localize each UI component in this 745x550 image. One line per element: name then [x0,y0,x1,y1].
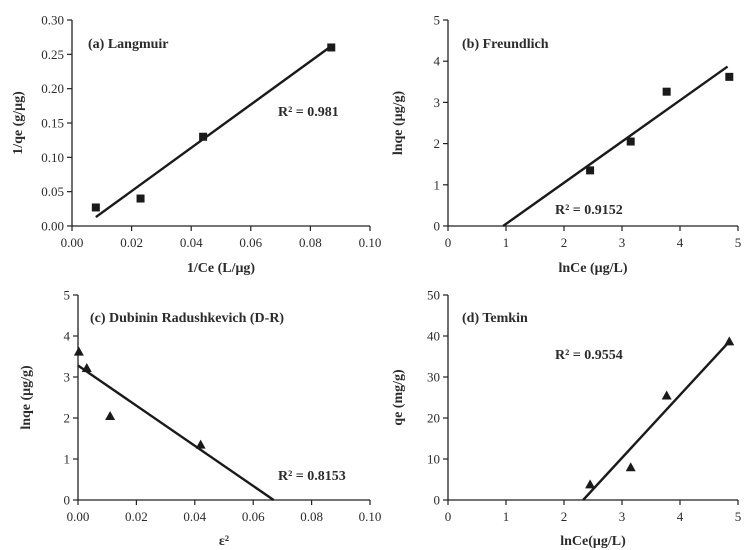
y-tick-label: 2 [64,411,71,426]
y-tick-label: 0 [434,219,441,234]
chart-title: (a) Langmuir [88,37,169,52]
chart-panel-3: 0 1 2 3 4 5 0.00 0.02 0.04 0.06 0.08 0.10 lnqe (μg/g… [19,288,381,550]
chart-title: (b) Freundlich [462,37,549,52]
data-point-square [662,87,671,96]
x-tick-label: 2 [561,509,568,524]
x-tick-label: 0.00 [67,509,90,524]
x-axis-label: lnCe(μg/L) [560,534,626,549]
y-tick-label: 10 [427,452,440,467]
y-tick-label: 5 [64,288,71,303]
y-tick-label: 20 [427,411,440,426]
x-tick-label: 0.02 [120,235,143,250]
y-axis-label: 1/qe (g/μg) [11,91,26,155]
y-tick-label: 0.30 [41,13,64,28]
x-tick-label: 0.10 [359,235,382,250]
y-tick-label: 0.15 [41,116,64,131]
x-tick-label: 0 [445,235,452,250]
x-tick-label: 5 [735,509,742,524]
data-point-square [586,166,595,175]
x-tick-label: 0.06 [239,235,262,250]
r-squared-annotation: R² = 0.9554 [555,348,623,363]
data-point-triangle [195,439,206,449]
r-squared-annotation: R² = 0.8153 [278,469,346,484]
data-point-square [327,43,336,52]
chart-panel-1: 0.00 0.05 0.10 0.15 0.20 0.25 0.30 0.00 0.02 0.04… [11,13,381,277]
data-point-square [136,194,145,203]
chart-title: (c) Dubinin Radushkevich (D-R) [90,311,284,326]
data-point-triangle [81,362,92,372]
x-tick-label: 3 [619,509,626,524]
fit-line [582,341,730,501]
x-tick-label: 4 [677,235,684,250]
x-axis-label: 1/Ce (L/μg) [187,261,256,276]
y-tick-label: 0 [64,493,71,508]
data-point-square [725,72,734,81]
y-tick-label: 50 [427,288,440,303]
data-point-triangle [585,479,596,489]
chart-panel-4: 0 10 20 30 40 50 0 1 2 3 4 5 qe (mg/g) lnCe(μg/L) (d) … [391,288,741,550]
data-point-triangle [73,346,84,356]
x-tick-label: 4 [677,509,684,524]
y-tick-label: 0.10 [41,150,64,165]
y-tick-label: 5 [434,13,441,28]
x-tick-label: 0.02 [125,509,148,524]
x-tick-label: 2 [561,235,568,250]
chart-panel-2: 0 1 2 3 4 5 0 1 2 3 4 5 lnqe (μg/g) lnCe (μg/L) (b) Fr… [391,13,741,277]
data-point-triangle [625,462,636,472]
y-tick-label: 40 [427,329,440,344]
x-tick-label: 0.06 [242,509,265,524]
data-point-triangle [661,390,672,400]
r-squared-annotation: R² = 0.981 [278,105,339,120]
data-point-square [199,132,208,141]
y-tick-label: 1 [64,452,71,467]
fit-line [502,65,729,227]
y-axis-label: qe (mg/g) [391,369,406,426]
x-tick-label: 0.04 [180,235,203,250]
y-tick-label: 0.05 [41,184,64,199]
y-tick-label: 0.20 [41,81,64,96]
y-tick-label: 4 [64,329,71,344]
x-tick-label: 5 [735,235,742,250]
x-axis-label: ε² [219,534,229,549]
data-point-triangle [724,336,735,346]
fit-line [95,45,332,219]
x-tick-label: 0.08 [299,235,322,250]
y-tick-label: 30 [427,370,440,385]
x-tick-label: 1 [503,509,510,524]
y-tick-label: 0.25 [41,47,64,62]
y-axis-label: lnqe (μg/g) [19,365,34,430]
y-tick-label: 4 [434,54,441,69]
x-tick-label: 0.08 [300,509,323,524]
y-tick-label: 0 [434,493,441,508]
chart-title: (d) Temkin [462,311,528,326]
x-axis-label: lnCe (μg/L) [559,261,628,276]
data-point-square [91,203,100,212]
y-axis-label: lnqe (μg/g) [391,91,406,156]
y-tick-label: 2 [434,136,441,151]
fit-line [77,364,275,501]
x-tick-label: 0 [445,509,452,524]
data-point-square [626,137,635,146]
y-tick-label: 3 [434,95,441,110]
x-tick-label: 1 [503,235,510,250]
x-tick-label: 0.04 [183,509,206,524]
x-tick-label: 0.10 [359,509,382,524]
y-tick-label: 0.00 [41,219,64,234]
y-tick-label: 3 [64,370,71,385]
r-squared-annotation: R² = 0.9152 [555,203,623,218]
x-tick-label: 3 [619,235,626,250]
x-tick-label: 0.00 [61,235,84,250]
y-tick-label: 1 [434,177,441,192]
data-point-triangle [105,410,116,420]
